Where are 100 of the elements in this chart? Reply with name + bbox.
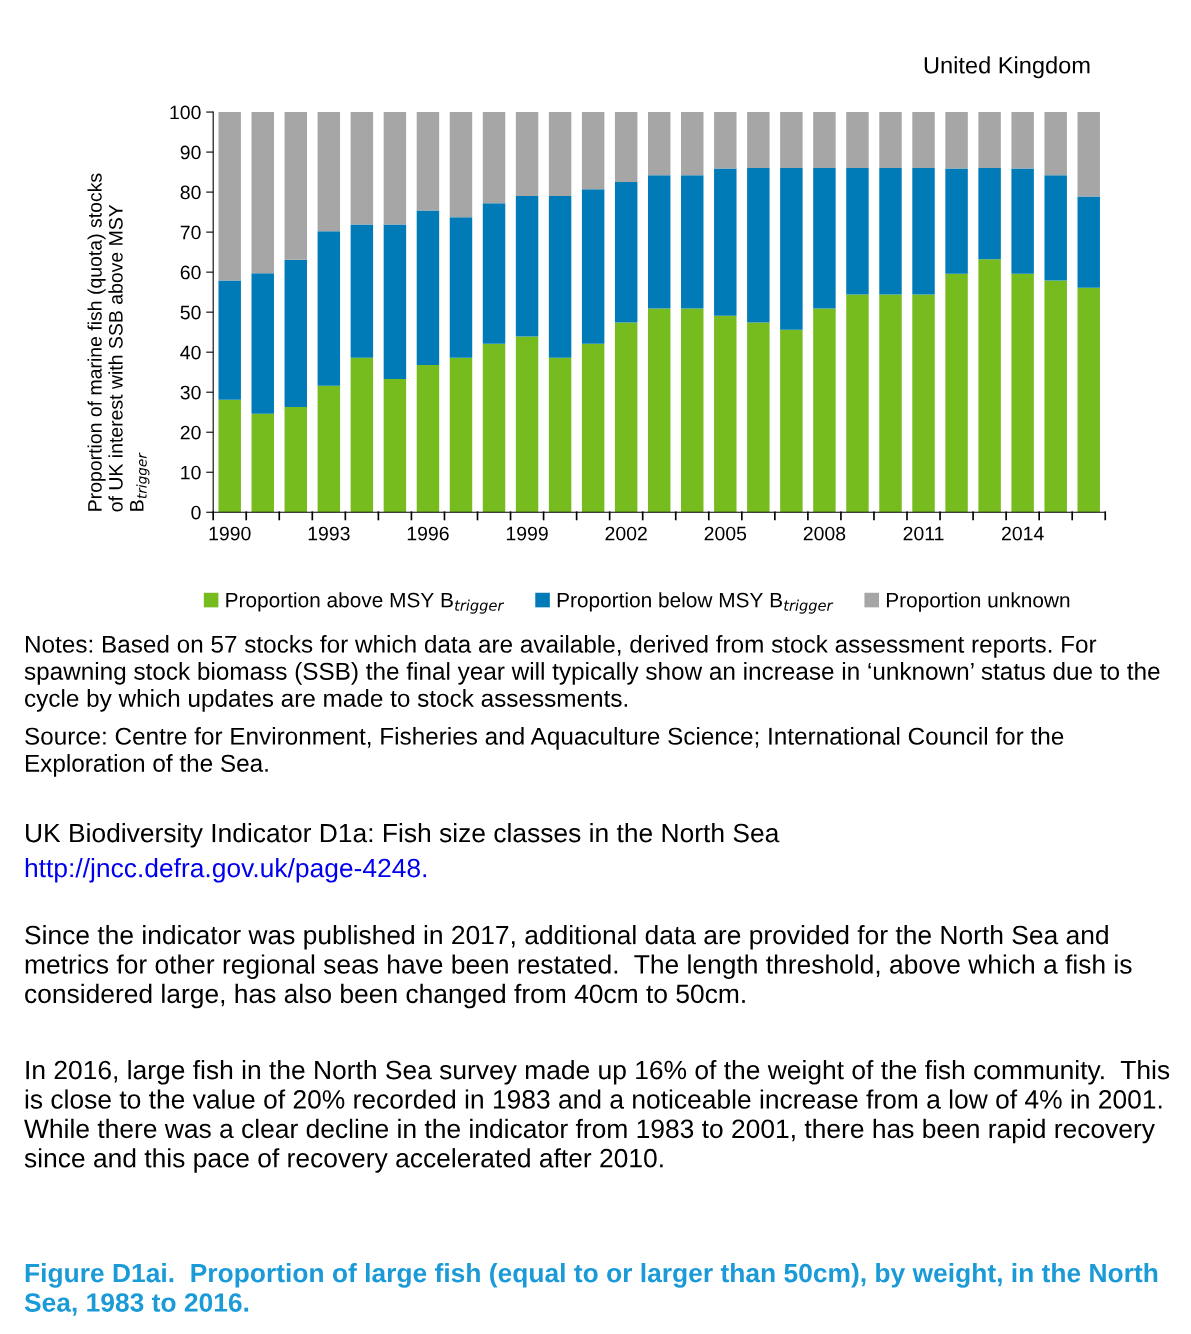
bar	[747, 168, 770, 323]
text: http://jncc.defra.gov.uk/page-4248.	[25, 858, 427, 883]
y-tick-label: 0	[191, 505, 201, 520]
y-tick-label: 40	[180, 345, 201, 360]
bar	[747, 322, 770, 513]
y-axis-title: Proportion of marine fish (quota) stocks of UK interest with SSB above MSY B$_{trigger}$	[87, 173, 150, 512]
bar	[482, 203, 506, 344]
bar	[846, 112, 869, 169]
y-tick-label: 90	[180, 145, 201, 160]
bar	[416, 112, 440, 211]
y-tick-label: 60	[180, 265, 201, 280]
text: UK Biodiversity Indicator D1a: Fish size classes in the North Sea	[26, 823, 780, 848]
bar	[1011, 273, 1034, 513]
bar	[813, 168, 836, 309]
bar	[681, 112, 704, 176]
x-tick-label: 2002	[605, 526, 647, 541]
bar	[1077, 112, 1100, 197]
bar	[416, 364, 440, 513]
bar	[1044, 280, 1067, 513]
bar	[647, 112, 671, 176]
bar	[1011, 168, 1034, 274]
bar	[218, 112, 241, 281]
bar	[1077, 287, 1100, 513]
bar	[912, 168, 935, 295]
bar	[1011, 112, 1034, 169]
bar	[317, 112, 341, 232]
bar	[978, 259, 1001, 513]
y-tick-label: 30	[180, 385, 201, 400]
bar	[780, 329, 803, 513]
bar	[681, 175, 704, 309]
legend-label: Proportion below MSY B$_{trigger}$	[557, 592, 834, 614]
bar	[482, 112, 506, 204]
y-tick-label: 70	[180, 225, 201, 240]
bar	[284, 112, 308, 260]
bar	[218, 399, 241, 513]
bar	[813, 308, 836, 513]
bar	[251, 413, 274, 513]
x-tick-label: 1990	[209, 526, 251, 541]
bar	[747, 112, 770, 169]
bar	[1077, 196, 1100, 288]
bar	[1044, 112, 1067, 176]
caption: Figure D1ai. Proportion of large fish (equal to or larger than 50cm), by weight, in the North Sea, 1983 to 2016.	[24, 1263, 1158, 1316]
bar	[548, 196, 572, 358]
bar	[647, 308, 671, 513]
x-tick-label: 2008	[803, 526, 846, 541]
y-tick-label: 100	[170, 105, 201, 120]
bar	[879, 112, 902, 169]
y-tick-label: 20	[180, 425, 201, 440]
bar	[482, 343, 506, 513]
bar	[548, 357, 572, 513]
bar	[350, 224, 374, 358]
x-tick-label: 1999	[506, 526, 548, 541]
bar	[350, 112, 374, 225]
bar	[284, 259, 308, 407]
bar	[846, 294, 869, 513]
bar	[449, 217, 473, 358]
bar	[383, 112, 407, 225]
bar	[945, 112, 968, 169]
bar	[614, 112, 638, 183]
bar	[548, 112, 572, 197]
bar	[1044, 175, 1067, 281]
bar	[912, 294, 935, 513]
y-tick-label: 80	[180, 185, 201, 200]
bar	[681, 308, 704, 513]
bar	[449, 357, 473, 513]
y-tick-label: 50	[180, 305, 201, 320]
x-tick-label: 2005	[704, 526, 747, 541]
bar	[614, 182, 638, 323]
y-tick-label: 10	[181, 465, 201, 480]
bar	[780, 168, 803, 330]
source-note: Source: Centre for Environment, Fisheries and Aquaculture Science; International Council for the Exploration of the Sea.	[25, 727, 1064, 777]
bar	[515, 196, 539, 337]
bar	[416, 210, 440, 365]
bar	[383, 378, 407, 513]
bar	[284, 407, 308, 513]
bar	[647, 175, 671, 309]
bar	[780, 112, 803, 169]
bar	[813, 112, 836, 169]
chart-title: United Kingdom	[924, 56, 1090, 79]
bar	[714, 168, 737, 316]
bar	[714, 315, 737, 513]
bar	[614, 322, 638, 513]
bar	[251, 273, 274, 414]
bar	[218, 280, 241, 400]
legend-label: Proportion unknown	[886, 592, 1070, 612]
x-tick-label: 2014	[1002, 526, 1044, 541]
bar	[317, 385, 341, 513]
bar	[945, 273, 968, 513]
bar	[251, 112, 274, 274]
text: Notes: Based on 57 stocks for which data are available, derived from stock assessment reports. For spawning stock biomass (SSB) the final year will typically show an increase in ‘unknown’ status due to the cycle by which updates are made to stock assessments.	[24, 635, 1160, 712]
x-tick-label: 1993	[308, 526, 350, 541]
bar	[581, 112, 605, 190]
bar	[581, 189, 605, 344]
bar	[581, 343, 605, 513]
legend-label: Proportion above MSY B$_{trigger}$	[226, 592, 505, 614]
bar	[978, 112, 1001, 169]
x-tick-label: 2011	[903, 526, 944, 541]
bar	[515, 112, 539, 197]
bar	[912, 112, 935, 169]
bar	[449, 112, 473, 218]
